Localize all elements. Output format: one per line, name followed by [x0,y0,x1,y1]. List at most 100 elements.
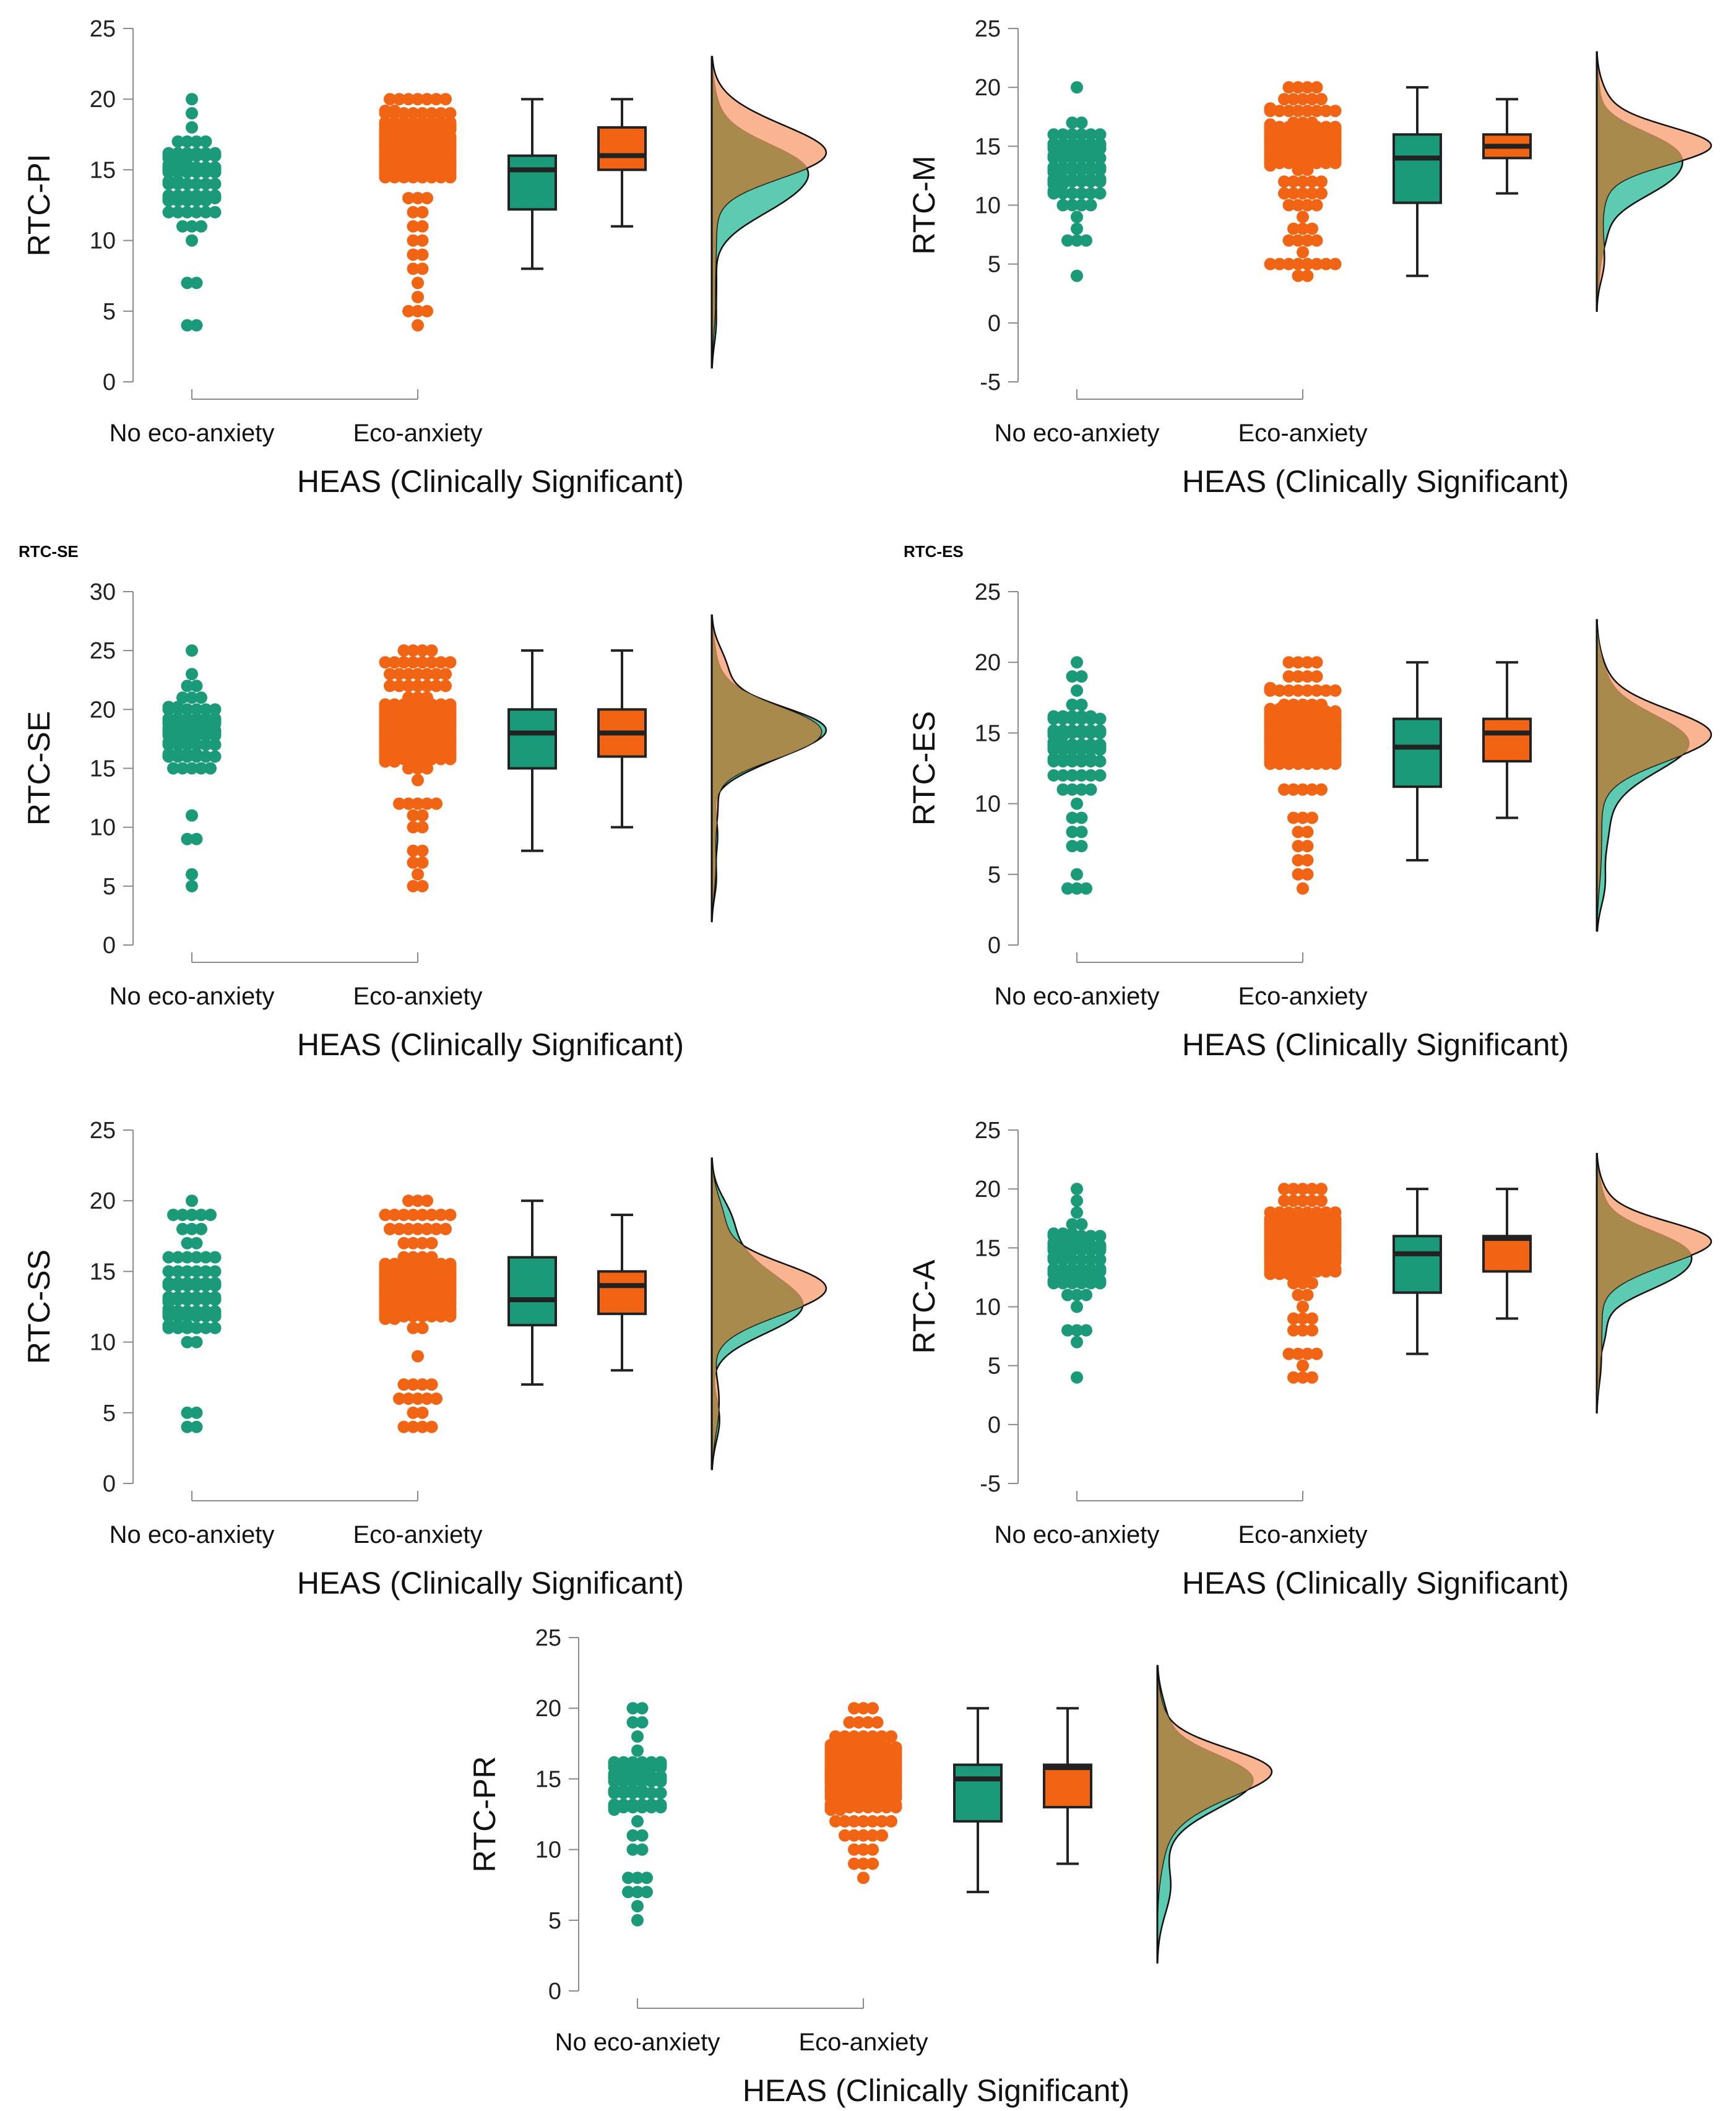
data-point-eco-anxiety [1282,656,1295,669]
data-point-eco-anxiety [889,1776,902,1789]
data-point-eco-anxiety [397,1301,410,1314]
data-point-eco-anxiety [421,1222,433,1235]
data-point-no-eco-anxiety [1071,1336,1083,1349]
data-point-eco-anxiety [1329,125,1342,138]
data-point-eco-anxiety [862,1716,874,1729]
data-point-eco-anxiety [1282,1247,1295,1260]
data-point-no-eco-anxiety [1075,783,1088,796]
y-tick-label: 5 [988,1353,1001,1379]
data-point-eco-anxiety [1292,1267,1305,1280]
data-point-no-eco-anxiety [626,1798,639,1811]
data-point-no-eco-anxiety [1056,783,1069,796]
data-point-eco-anxiety [876,1815,888,1828]
y-tick-label: 25 [90,16,116,42]
density-eco-anxiety [1596,51,1712,313]
data-point-eco-anxiety [1301,1289,1314,1302]
data-point-no-eco-anxiety [186,868,198,881]
data-point-no-eco-anxiety [209,1321,222,1334]
data-point-eco-anxiety [1287,811,1300,824]
data-point-eco-anxiety [416,1267,429,1280]
data-point-eco-anxiety [1301,670,1314,683]
data-point-eco-anxiety [1282,257,1295,270]
data-point-eco-anxiety [379,1272,392,1285]
data-point-no-eco-anxiety [636,1768,649,1781]
data-point-eco-anxiety [1292,750,1305,763]
data-point-no-eco-anxiety [171,1265,184,1278]
data-point-eco-anxiety [857,1702,870,1715]
data-point-eco-anxiety [412,277,424,290]
data-point-no-eco-anxiety [186,1209,198,1222]
data-point-eco-anxiety [866,1829,879,1842]
data-point-eco-anxiety [416,644,429,657]
data-point-eco-anxiety [852,1716,865,1729]
data-point-no-eco-anxiety [1075,670,1088,683]
data-point-eco-anxiety [1278,93,1290,106]
x-tick-label: No eco-anxiety [555,2029,720,2056]
data-point-eco-anxiety [862,1738,874,1751]
data-point-eco-anxiety [379,1209,392,1222]
data-point-eco-anxiety [393,1222,405,1235]
data-point-no-eco-anxiety [1066,187,1079,200]
data-point-no-eco-anxiety [1084,1267,1097,1280]
data-point-eco-anxiety [1301,1246,1314,1259]
data-point-eco-anxiety [425,1209,438,1222]
data-point-eco-anxiety [857,1815,870,1828]
data-point-eco-anxiety [416,821,429,834]
data-point-eco-anxiety [407,844,420,857]
data-point-eco-anxiety [416,171,429,184]
data-point-eco-anxiety [889,1792,902,1805]
data-point-eco-anxiety [1282,81,1295,94]
data-point-no-eco-anxiety [190,1277,203,1290]
y-tick-label: 5 [548,1908,561,1934]
data-point-eco-anxiety [416,844,429,857]
data-point-no-eco-anxiety [1071,1324,1083,1337]
data-point-no-eco-anxiety [199,147,212,160]
data-point-eco-anxiety [1292,1247,1305,1260]
x-tick-label: Eco-anxiety [1238,983,1368,1010]
data-point-eco-anxiety [885,1815,897,1828]
data-point-no-eco-anxiety [162,194,175,207]
data-point-eco-anxiety [407,1209,420,1222]
x-tick-label: Eco-anxiety [353,983,483,1010]
data-point-no-eco-anxiety [1080,234,1092,247]
data-point-no-eco-anxiety [171,1291,184,1304]
data-point-eco-anxiety [1319,720,1332,733]
data-point-eco-anxiety [1292,199,1305,212]
data-point-eco-anxiety [1319,748,1332,761]
data-point-eco-anxiety [444,743,457,756]
data-point-eco-anxiety [1292,1289,1305,1302]
data-point-eco-anxiety [1282,234,1295,247]
data-point-no-eco-anxiety [1071,1206,1083,1219]
data-point-eco-anxiety [1292,670,1305,683]
data-point-eco-anxiety [1329,257,1342,270]
data-point-no-eco-anxiety [209,1291,222,1304]
data-point-no-eco-anxiety [171,1319,184,1332]
data-point-eco-anxiety [1315,783,1328,796]
data-point-eco-anxiety [1292,257,1305,270]
data-point-no-eco-anxiety [171,736,184,749]
data-point-eco-anxiety [407,1420,420,1433]
data-point-eco-anxiety [430,1392,443,1405]
data-point-no-eco-anxiety [190,748,203,761]
box-eco-anxiety [1482,717,1532,763]
data-point-no-eco-anxiety [626,1843,639,1856]
data-point-no-eco-anxiety [1066,149,1079,162]
data-point-eco-anxiety [1329,1263,1342,1276]
data-point-no-eco-anxiety [167,762,179,775]
data-point-no-eco-anxiety [1071,81,1083,94]
data-point-no-eco-anxiety [171,722,184,735]
y-tick-label: 15 [975,720,1001,746]
data-point-no-eco-anxiety [209,729,222,742]
data-point-eco-anxiety [857,1857,870,1870]
data-point-eco-anxiety [416,879,429,892]
data-point-eco-anxiety [402,93,415,106]
data-point-eco-anxiety [388,1312,401,1325]
y-tick-label: 15 [90,1259,116,1285]
data-point-no-eco-anxiety [1066,116,1079,129]
data-point-eco-anxiety [388,116,401,129]
data-point-no-eco-anxiety [1084,743,1097,756]
data-point-eco-anxiety [1297,210,1309,223]
data-point-no-eco-anxiety [1047,1227,1060,1240]
data-point-eco-anxiety [1310,1258,1323,1271]
data-point-eco-anxiety [1310,684,1323,697]
